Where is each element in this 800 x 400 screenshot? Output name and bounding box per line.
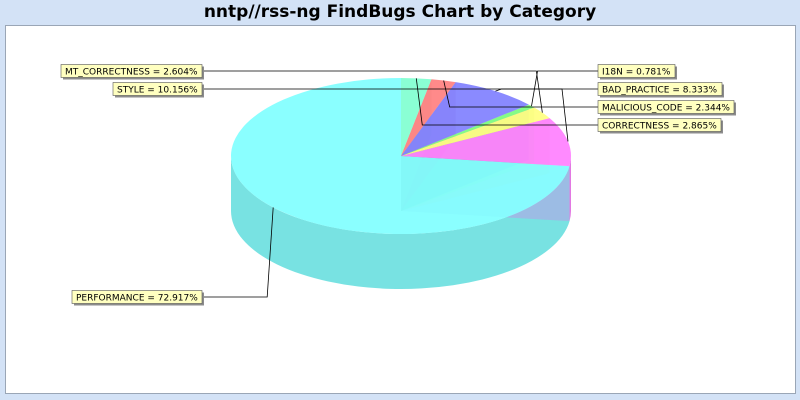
label-box-bad-practice <box>597 82 723 96</box>
pie-slices <box>230 78 571 234</box>
pie-chart-svg: PERFORMANCE = 72.917% STYLE = 10.156% MT_C… <box>60 64 736 306</box>
pie-slice-correctness[interactable] <box>401 78 432 156</box>
slice-label-mt-correctness: MT_CORRECTNESS = 2.604% <box>65 68 198 78</box>
label-box-correctness <box>597 118 722 132</box>
label-box-performance <box>71 290 203 304</box>
label-box-style <box>112 82 203 96</box>
slice-label-performance: PERFORMANCE = 72.917% <box>76 294 198 304</box>
leader-line-mt-correctness <box>202 70 543 113</box>
pie-slice-i18n[interactable] <box>401 104 535 156</box>
leader-line-performance <box>202 207 274 298</box>
slice-label-bad-practice: BAD_PRACTICE = 8.333% <box>602 86 718 96</box>
slice-label-correctness: CORRECTNESS = 2.865% <box>602 122 717 132</box>
leader-line-correctness <box>415 78 598 126</box>
leader-line-i18n <box>531 70 598 107</box>
plot-area: PERFORMANCE = 72.917% STYLE = 10.156% MT_C… <box>5 25 796 394</box>
pie-slice-bad-practice[interactable] <box>401 82 529 156</box>
slice-label-malicious-code: MALICIOUS_CODE = 2.344% <box>602 104 730 114</box>
pie-slice-malicious-code[interactable] <box>401 79 456 156</box>
pie-side-performance <box>231 156 570 289</box>
pie-slice-performance[interactable] <box>230 78 570 234</box>
pie-side-style <box>569 156 571 222</box>
pie-labels: PERFORMANCE = 72.917% STYLE = 10.156% MT_C… <box>60 64 736 306</box>
leader-line-malicious-code <box>443 80 598 108</box>
slice-label-i18n: I18N = 0.781% <box>602 68 671 78</box>
leader-line-bad-practice <box>495 88 598 92</box>
slice-label-style: STYLE = 10.156% <box>117 86 198 96</box>
pie-slice-style[interactable] <box>401 118 571 167</box>
label-box-malicious-code <box>597 100 735 114</box>
chart-title: nntp//rss-ng FindBugs Chart by Category <box>203 2 597 22</box>
pie-slice-mt-correctness[interactable] <box>401 107 550 156</box>
label-box-mt-correctness <box>60 64 203 78</box>
label-box-i18n <box>597 64 676 78</box>
